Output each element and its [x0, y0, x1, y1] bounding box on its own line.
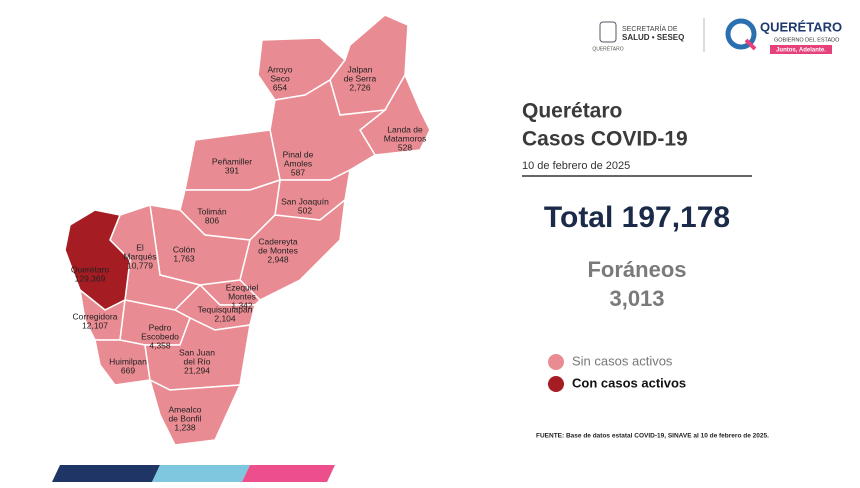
legend-swatch [548, 354, 564, 370]
legend-swatch [548, 376, 564, 392]
municipality-name: Arroyo [267, 64, 292, 74]
total: Total 197,178 [544, 201, 730, 234]
title-line2: Casos COVID-19 [522, 128, 688, 151]
municipality-cases: 2,726 [349, 82, 371, 92]
legend-label: Sin casos activos [572, 353, 673, 368]
municipality-name: de Bonfil [168, 413, 201, 423]
municipality-cases: 2,104 [214, 313, 236, 323]
municipality-cases: 806 [205, 215, 219, 225]
municipality-name: Landa de [387, 124, 423, 134]
municipality-name: Peñamiller [212, 156, 252, 166]
municipality-name: Escobedo [141, 331, 179, 341]
municipality-cases: 129,369 [75, 273, 106, 283]
stripe-navy [52, 465, 160, 482]
municipality-cases: 391 [225, 165, 239, 175]
municipality-name: de Montes [258, 245, 298, 255]
seseq-emblem [599, 21, 617, 43]
municipality-cases: 502 [298, 205, 312, 215]
municipality-cases: 1,342 [231, 300, 253, 310]
municipality-cases: 4,358 [149, 340, 171, 350]
municipality-name: San Joaquín [281, 196, 329, 206]
municipality-name: Huimilpan [109, 356, 147, 366]
municipality [64, 209, 131, 311]
municipality-cases: 1,763 [173, 253, 195, 263]
logo-subtitle: GOBIERNO DEL ESTADO [774, 37, 840, 43]
seseq-line2: SALUD • SESEQ [622, 33, 684, 42]
foraneos-label: Foráneos [587, 257, 686, 282]
municipality-cases: 12,107 [82, 320, 108, 330]
municipality-cases: 669 [121, 365, 135, 375]
municipality-cases: 587 [291, 167, 305, 177]
municipality-cases: 10,779 [127, 260, 153, 270]
municipality-name: Corregidora [73, 311, 118, 321]
title-line1: Querétaro [522, 100, 622, 123]
municipality-name: San Juan [179, 347, 215, 357]
municipality-cases: 2,948 [267, 254, 289, 264]
seseq-line1: SECRETARÍA DE [622, 24, 678, 33]
logo-slogan-bg [770, 45, 832, 54]
municipality-name: del Río [184, 356, 211, 366]
legend: Sin casos activos Con casos activos [548, 353, 686, 392]
municipality-name: Matamoros [384, 133, 427, 143]
source: FUENTE: Base de datos estatal COVID-19, … [536, 433, 769, 440]
municipality-name: Tolimán [197, 206, 227, 216]
municipality-name: Cadereyta [258, 236, 297, 246]
logo-title: QUERÉTARO [760, 19, 842, 34]
date: 10 de febrero de 2025 [522, 160, 630, 172]
municipality-name: Tequisquiapan [198, 304, 253, 314]
municipality-name: de Serra [344, 73, 377, 83]
municipality-name: Colón [173, 244, 195, 254]
logo-q-tail [744, 38, 757, 51]
municipality-name: Jalpan [347, 64, 372, 74]
legend-label: Con casos activos [572, 375, 686, 390]
municipality-name: Marqués [123, 251, 156, 261]
logo-q [725, 18, 757, 50]
municipality-name: Pedro [149, 322, 172, 332]
municipality-cases: 654 [273, 82, 287, 92]
municipality-name: Querétaro [71, 264, 110, 274]
logo-slogan: Juntos, Adelante. [776, 48, 826, 54]
map [64, 14, 431, 446]
municipality [148, 378, 242, 446]
municipality-name: Amealco [168, 404, 201, 414]
municipality-cases: 528 [398, 142, 412, 152]
foraneos-value: 3,013 [609, 286, 664, 311]
municipality-name: Ezequiel [226, 282, 259, 292]
stripe-blue [152, 465, 250, 482]
municipality-name: Montes [228, 291, 256, 301]
seseq-caption: QUERÉTARO [592, 45, 623, 52]
municipality-name: Seco [270, 73, 290, 83]
municipality-name: El [136, 242, 144, 252]
municipality-name: Pinal de [283, 149, 314, 159]
stripe-pink [242, 465, 335, 482]
municipality-cases: 1,238 [174, 422, 196, 432]
municipality-name: Amoles [284, 158, 312, 168]
municipality-cases: 21,294 [184, 365, 210, 375]
